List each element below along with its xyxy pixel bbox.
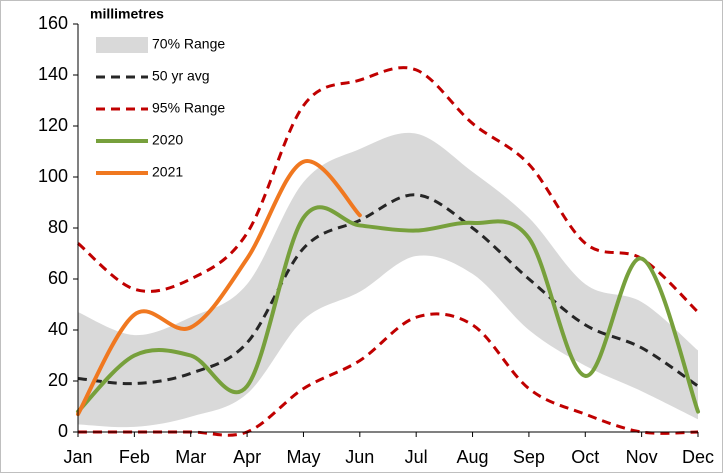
series-line [76, 205, 700, 414]
x-tick-label: Oct [571, 447, 599, 467]
x-tick-label: May [286, 447, 320, 467]
y-tick-label: 40 [48, 319, 68, 339]
legend-label: 95% Range [152, 100, 225, 116]
x-tick-label: Mar [175, 447, 206, 467]
x-tick-label: Jul [405, 447, 428, 467]
y-tick-label: 60 [48, 268, 68, 288]
x-tick-label: Feb [119, 447, 150, 467]
y-tick-label: 20 [48, 370, 68, 390]
series-line [77, 66, 700, 314]
legend-swatch [96, 37, 148, 53]
x-tick-label: Dec [682, 447, 714, 467]
y-tick-label: 140 [38, 64, 68, 84]
y-tick-label: 80 [48, 217, 68, 237]
y-tick-label: 160 [38, 13, 68, 33]
series-line [77, 193, 699, 388]
legend-label: 2021 [152, 164, 183, 180]
y-tick-label: 120 [38, 115, 68, 135]
legend-label: 70% Range [152, 36, 225, 52]
x-tick-label: Sep [513, 447, 545, 467]
range-band [78, 132, 698, 428]
x-tick-label: Jan [63, 447, 92, 467]
legend-label: 2020 [152, 132, 183, 148]
x-tick-label: Jun [345, 447, 374, 467]
x-tick-label: Aug [457, 447, 489, 467]
y-tick-label: 100 [38, 166, 68, 186]
series-line [76, 159, 362, 417]
y-tick-label: 0 [58, 421, 68, 441]
x-tick-label: Nov [626, 447, 658, 467]
legend-label: 50 yr avg [152, 68, 210, 84]
x-tick-label: Apr [233, 447, 261, 467]
y-axis-label: millimetres [90, 6, 164, 22]
